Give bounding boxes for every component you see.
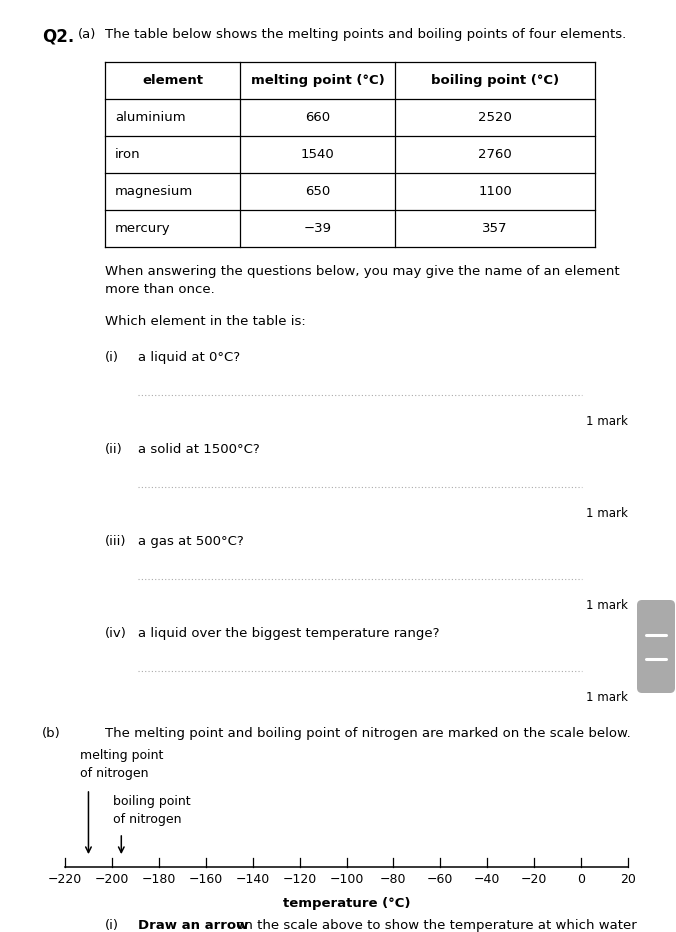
- Text: 1 mark: 1 mark: [586, 507, 628, 520]
- Text: 1 mark: 1 mark: [586, 691, 628, 704]
- FancyBboxPatch shape: [637, 600, 675, 693]
- Text: 1 mark: 1 mark: [586, 599, 628, 612]
- Text: −120: −120: [283, 873, 317, 886]
- Text: (iv): (iv): [105, 627, 127, 640]
- Text: Q2.: Q2.: [42, 28, 74, 46]
- Text: on the scale above to show the temperature at which water: on the scale above to show the temperatu…: [232, 919, 636, 932]
- Text: 2760: 2760: [478, 148, 512, 161]
- Text: 650: 650: [305, 185, 330, 198]
- Text: (b): (b): [42, 727, 61, 740]
- Text: 1 mark: 1 mark: [586, 415, 628, 428]
- Text: boiling point: boiling point: [114, 795, 191, 808]
- Text: a gas at 500°C?: a gas at 500°C?: [138, 535, 244, 548]
- Text: boiling point (°C): boiling point (°C): [431, 74, 559, 87]
- Text: a solid at 1500°C?: a solid at 1500°C?: [138, 443, 260, 456]
- Text: 0: 0: [577, 873, 585, 886]
- Text: mercury: mercury: [115, 222, 170, 235]
- Text: The table below shows the melting points and boiling points of four elements.: The table below shows the melting points…: [105, 28, 626, 41]
- Text: 2520: 2520: [478, 111, 512, 124]
- Text: (i): (i): [105, 351, 119, 364]
- Text: Which element in the table is:: Which element in the table is:: [105, 315, 306, 328]
- Text: magnesium: magnesium: [115, 185, 193, 198]
- Text: −80: −80: [380, 873, 407, 886]
- Text: −200: −200: [95, 873, 129, 886]
- Text: 1100: 1100: [478, 185, 512, 198]
- Text: −160: −160: [189, 873, 223, 886]
- Text: melting point: melting point: [80, 749, 164, 762]
- Text: of nitrogen: of nitrogen: [114, 813, 182, 826]
- Text: element: element: [142, 74, 203, 87]
- Text: −220: −220: [48, 873, 82, 886]
- Text: melting point (°C): melting point (°C): [251, 74, 385, 87]
- Text: −100: −100: [329, 873, 364, 886]
- Text: (iii): (iii): [105, 535, 126, 548]
- Text: Draw an arrow: Draw an arrow: [138, 919, 248, 932]
- Text: −40: −40: [474, 873, 500, 886]
- Text: −60: −60: [427, 873, 454, 886]
- Text: −39: −39: [304, 222, 331, 235]
- Text: 357: 357: [482, 222, 508, 235]
- Text: −140: −140: [235, 873, 270, 886]
- Text: The melting point and boiling point of nitrogen are marked on the scale below.: The melting point and boiling point of n…: [105, 727, 631, 740]
- Text: (ii): (ii): [105, 443, 123, 456]
- Text: temperature (°C): temperature (°C): [283, 897, 410, 910]
- Text: a liquid at 0°C?: a liquid at 0°C?: [138, 351, 240, 364]
- Text: iron: iron: [115, 148, 141, 161]
- Text: 660: 660: [305, 111, 330, 124]
- Text: When answering the questions below, you may give the name of an element
more tha: When answering the questions below, you …: [105, 265, 620, 296]
- Text: 1540: 1540: [301, 148, 335, 161]
- Text: −20: −20: [521, 873, 548, 886]
- Text: −180: −180: [142, 873, 176, 886]
- Text: (i): (i): [105, 919, 119, 932]
- Text: of nitrogen: of nitrogen: [80, 767, 149, 780]
- Text: aluminium: aluminium: [115, 111, 186, 124]
- Text: a liquid over the biggest temperature range?: a liquid over the biggest temperature ra…: [138, 627, 439, 640]
- Text: 20: 20: [620, 873, 636, 886]
- Text: (a): (a): [78, 28, 97, 41]
